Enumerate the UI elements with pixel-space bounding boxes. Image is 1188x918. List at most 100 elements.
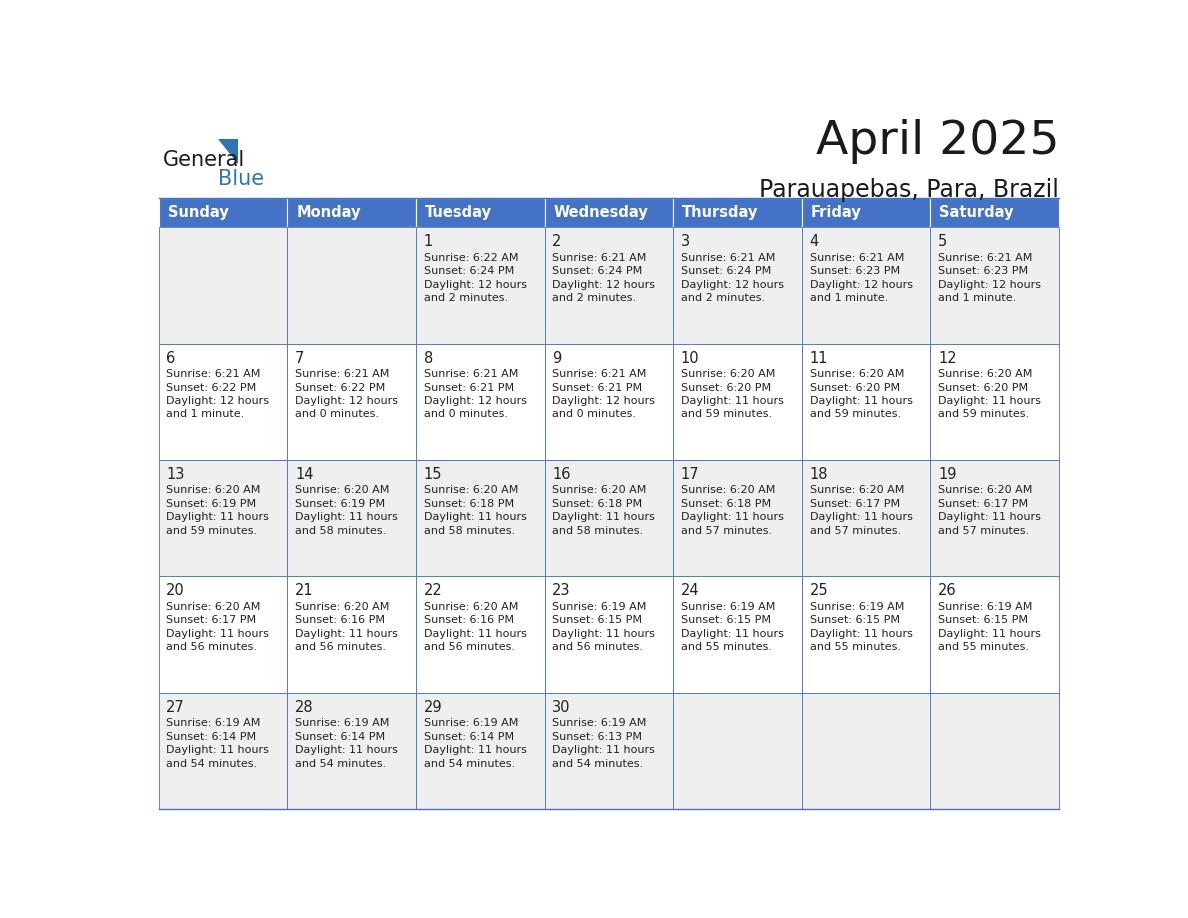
Text: Sunrise: 6:20 AM: Sunrise: 6:20 AM [166, 602, 260, 612]
Text: Sunset: 6:16 PM: Sunset: 6:16 PM [295, 615, 385, 625]
Text: Sunset: 6:22 PM: Sunset: 6:22 PM [166, 383, 257, 393]
FancyBboxPatch shape [674, 577, 802, 693]
FancyBboxPatch shape [930, 460, 1060, 577]
Text: Daylight: 12 hours: Daylight: 12 hours [295, 396, 398, 406]
Text: 30: 30 [552, 700, 570, 715]
Text: 25: 25 [809, 584, 828, 599]
Text: Sunrise: 6:20 AM: Sunrise: 6:20 AM [295, 602, 390, 612]
Text: and 55 minutes.: and 55 minutes. [809, 643, 901, 653]
Text: Daylight: 11 hours: Daylight: 11 hours [166, 745, 270, 756]
Text: Sunset: 6:15 PM: Sunset: 6:15 PM [552, 615, 643, 625]
Text: Sunrise: 6:21 AM: Sunrise: 6:21 AM [552, 252, 646, 263]
Text: and 54 minutes.: and 54 minutes. [552, 759, 644, 768]
Text: Tuesday: Tuesday [425, 205, 492, 220]
Text: 7: 7 [295, 351, 304, 365]
Text: Sunrise: 6:19 AM: Sunrise: 6:19 AM [552, 602, 646, 612]
Text: Sunset: 6:20 PM: Sunset: 6:20 PM [809, 383, 899, 393]
Text: Daylight: 11 hours: Daylight: 11 hours [166, 512, 270, 522]
Text: and 57 minutes.: and 57 minutes. [681, 526, 772, 536]
Text: General: General [163, 151, 245, 170]
FancyBboxPatch shape [416, 693, 544, 810]
Text: Daylight: 11 hours: Daylight: 11 hours [939, 629, 1041, 639]
Text: Wednesday: Wednesday [554, 205, 649, 220]
Text: and 0 minutes.: and 0 minutes. [295, 409, 379, 420]
Text: Sunset: 6:18 PM: Sunset: 6:18 PM [681, 498, 771, 509]
FancyBboxPatch shape [416, 577, 544, 693]
Text: Daylight: 11 hours: Daylight: 11 hours [552, 629, 655, 639]
Text: and 55 minutes.: and 55 minutes. [939, 643, 1029, 653]
Text: Daylight: 11 hours: Daylight: 11 hours [295, 629, 398, 639]
Text: and 56 minutes.: and 56 minutes. [295, 643, 386, 653]
Text: and 59 minutes.: and 59 minutes. [939, 409, 1029, 420]
Text: Daylight: 11 hours: Daylight: 11 hours [809, 629, 912, 639]
Text: 12: 12 [939, 351, 956, 365]
Text: 22: 22 [424, 584, 442, 599]
Text: Sunset: 6:17 PM: Sunset: 6:17 PM [809, 498, 899, 509]
Text: 19: 19 [939, 467, 956, 482]
FancyBboxPatch shape [802, 227, 930, 343]
FancyBboxPatch shape [802, 693, 930, 810]
Text: Sunrise: 6:21 AM: Sunrise: 6:21 AM [166, 369, 260, 379]
Text: 10: 10 [681, 351, 700, 365]
FancyBboxPatch shape [674, 693, 802, 810]
Text: Sunrise: 6:20 AM: Sunrise: 6:20 AM [424, 602, 518, 612]
Text: Sunrise: 6:20 AM: Sunrise: 6:20 AM [552, 486, 646, 496]
Text: Daylight: 11 hours: Daylight: 11 hours [424, 512, 526, 522]
Text: Blue: Blue [219, 170, 265, 189]
Text: Sunset: 6:24 PM: Sunset: 6:24 PM [552, 266, 643, 276]
Text: Sunset: 6:18 PM: Sunset: 6:18 PM [424, 498, 513, 509]
Text: and 57 minutes.: and 57 minutes. [939, 526, 1029, 536]
Text: and 59 minutes.: and 59 minutes. [166, 526, 258, 536]
Text: Sunset: 6:23 PM: Sunset: 6:23 PM [939, 266, 1029, 276]
Text: and 54 minutes.: and 54 minutes. [424, 759, 514, 768]
FancyBboxPatch shape [930, 198, 1060, 227]
Text: and 1 minute.: and 1 minute. [166, 409, 245, 420]
Text: and 59 minutes.: and 59 minutes. [809, 409, 901, 420]
Text: Sunday: Sunday [168, 205, 228, 220]
Text: and 59 minutes.: and 59 minutes. [681, 409, 772, 420]
Text: Sunset: 6:14 PM: Sunset: 6:14 PM [166, 732, 257, 742]
Text: Sunrise: 6:19 AM: Sunrise: 6:19 AM [939, 602, 1032, 612]
Text: Daylight: 11 hours: Daylight: 11 hours [939, 512, 1041, 522]
Text: and 54 minutes.: and 54 minutes. [166, 759, 258, 768]
Text: Sunrise: 6:20 AM: Sunrise: 6:20 AM [166, 486, 260, 496]
Text: Parauapebas, Para, Brazil: Parauapebas, Para, Brazil [759, 178, 1060, 202]
Text: Sunrise: 6:20 AM: Sunrise: 6:20 AM [939, 486, 1032, 496]
Text: and 54 minutes.: and 54 minutes. [295, 759, 386, 768]
Text: Friday: Friday [811, 205, 861, 220]
FancyBboxPatch shape [158, 227, 287, 343]
FancyBboxPatch shape [287, 577, 416, 693]
Text: Daylight: 11 hours: Daylight: 11 hours [809, 512, 912, 522]
FancyBboxPatch shape [802, 577, 930, 693]
Text: 11: 11 [809, 351, 828, 365]
Text: and 58 minutes.: and 58 minutes. [424, 526, 514, 536]
FancyBboxPatch shape [544, 227, 674, 343]
FancyBboxPatch shape [416, 198, 544, 227]
Text: Daylight: 11 hours: Daylight: 11 hours [424, 745, 526, 756]
Text: 15: 15 [424, 467, 442, 482]
Text: and 1 minute.: and 1 minute. [939, 293, 1017, 303]
Text: Sunset: 6:21 PM: Sunset: 6:21 PM [552, 383, 643, 393]
FancyBboxPatch shape [674, 227, 802, 343]
Text: Sunset: 6:17 PM: Sunset: 6:17 PM [939, 498, 1029, 509]
Text: Daylight: 11 hours: Daylight: 11 hours [424, 629, 526, 639]
Text: Saturday: Saturday [940, 205, 1015, 220]
Text: Daylight: 11 hours: Daylight: 11 hours [681, 396, 784, 406]
Text: Daylight: 12 hours: Daylight: 12 hours [552, 280, 656, 289]
Text: Sunset: 6:14 PM: Sunset: 6:14 PM [295, 732, 385, 742]
Text: Daylight: 11 hours: Daylight: 11 hours [681, 629, 784, 639]
Text: and 0 minutes.: and 0 minutes. [424, 409, 507, 420]
Text: Daylight: 12 hours: Daylight: 12 hours [552, 396, 656, 406]
Text: Sunset: 6:22 PM: Sunset: 6:22 PM [295, 383, 385, 393]
FancyBboxPatch shape [930, 343, 1060, 460]
Text: Daylight: 11 hours: Daylight: 11 hours [295, 745, 398, 756]
Text: Sunset: 6:23 PM: Sunset: 6:23 PM [809, 266, 899, 276]
Text: 29: 29 [424, 700, 442, 715]
FancyBboxPatch shape [287, 227, 416, 343]
FancyBboxPatch shape [416, 227, 544, 343]
FancyBboxPatch shape [544, 343, 674, 460]
Text: 27: 27 [166, 700, 185, 715]
Text: Sunset: 6:19 PM: Sunset: 6:19 PM [295, 498, 385, 509]
Text: 28: 28 [295, 700, 314, 715]
FancyBboxPatch shape [158, 577, 287, 693]
